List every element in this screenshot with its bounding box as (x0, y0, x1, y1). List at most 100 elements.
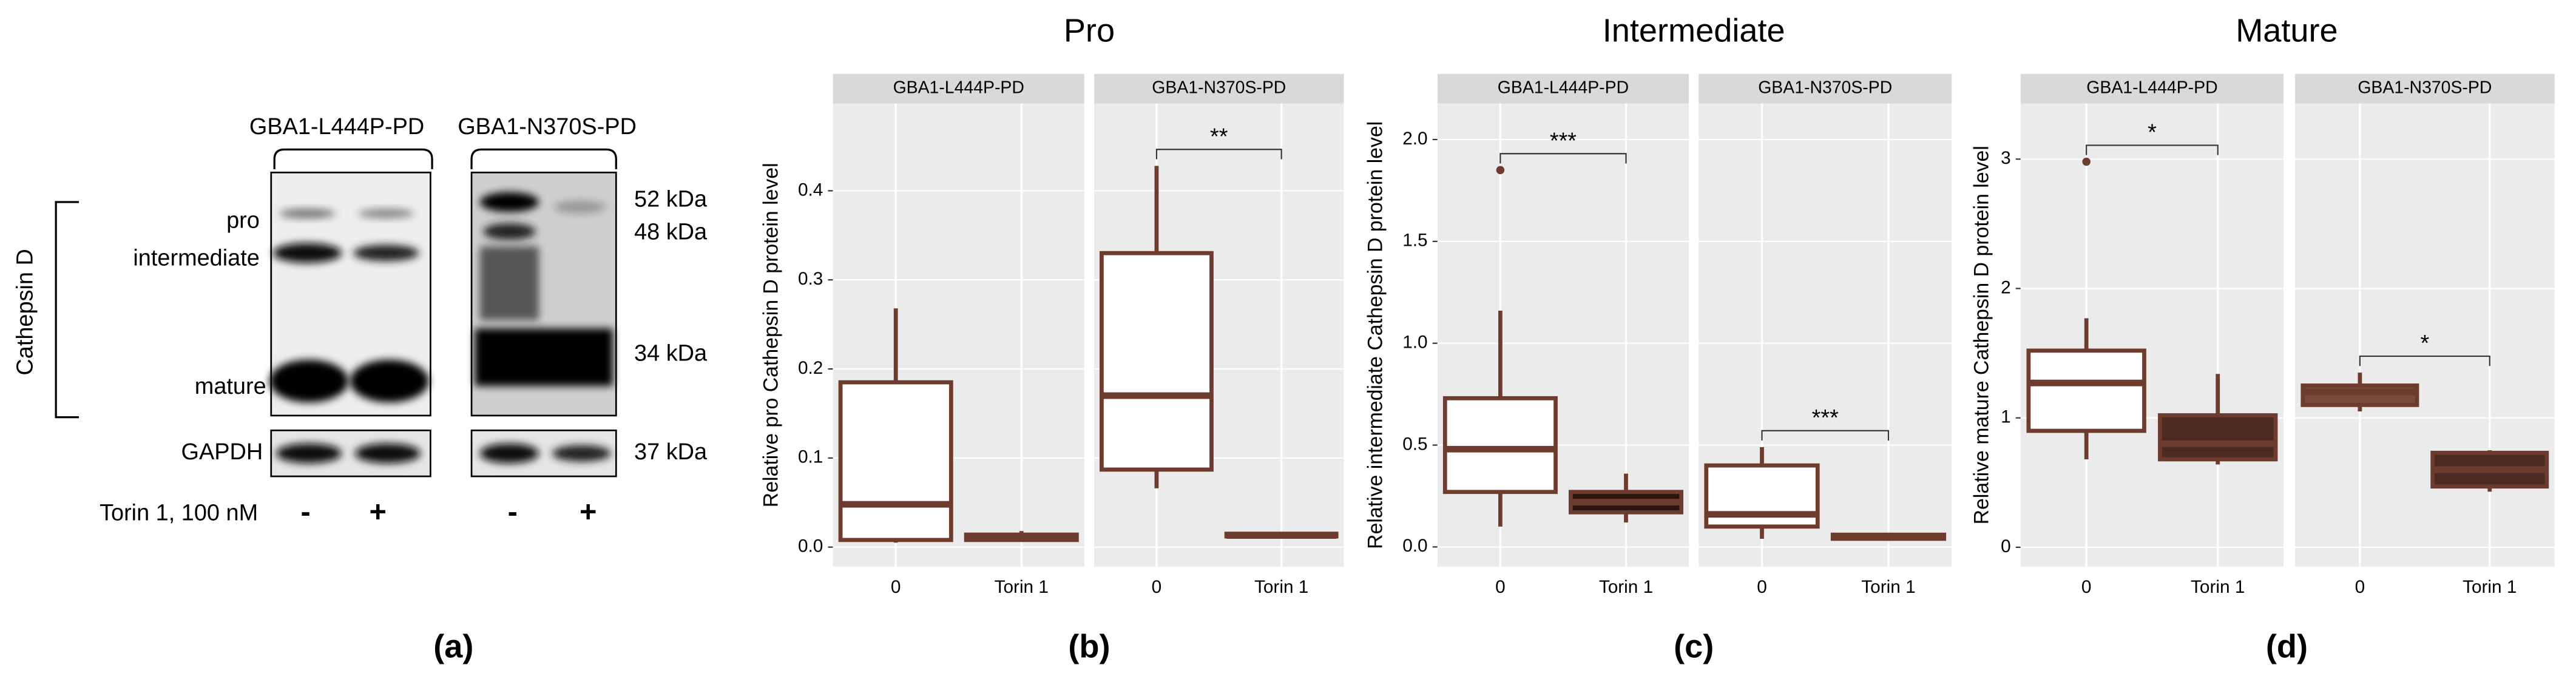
x-tick-label: Torin 1 (1599, 577, 1653, 597)
band-label: mature (195, 374, 266, 399)
y-tick-label: 0.0 (1402, 536, 1427, 556)
significance-bracket (1155, 149, 1282, 160)
lane-label: - (508, 496, 518, 528)
outlier (2082, 157, 2091, 166)
y-tick-label: 0 (2001, 536, 2011, 556)
y-tick-label: 0.1 (798, 447, 823, 467)
bracket (55, 201, 79, 419)
band (552, 445, 612, 462)
group-label: GBA1-L444P-PD (249, 114, 424, 140)
x-tick-label: Torin 1 (2191, 577, 2245, 597)
band-label: intermediate (133, 246, 259, 271)
strip (1094, 73, 1344, 104)
band (479, 246, 539, 320)
strip (833, 73, 1084, 104)
band (272, 243, 342, 263)
facet-label: GBA1-L444P-PD (1498, 78, 1629, 98)
panel-label: (d) (2266, 629, 2308, 665)
y-tick-label: 0.3 (798, 269, 823, 289)
bracket (273, 148, 617, 169)
box (2026, 348, 2146, 433)
facet-label: GBA1-N370S-PD (2358, 78, 2492, 98)
significance-bracket (1499, 153, 1627, 164)
chart-title: Intermediate (1603, 12, 1785, 49)
protein-label: Cathepsin D (12, 249, 38, 375)
size-label: 52 kDa (634, 186, 708, 212)
strip (2294, 73, 2555, 104)
significance-label: * (2148, 120, 2157, 146)
facet-label: GBA1-L444P-PD (2086, 78, 2217, 98)
x-tick-label: 0 (2355, 577, 2365, 597)
panel-background (2294, 103, 2555, 567)
box (1442, 396, 1558, 495)
size-label: 34 kDa (634, 341, 708, 366)
x-tick-label: 0 (1495, 577, 1506, 597)
band (279, 208, 336, 219)
x-tick-label: 0 (2081, 577, 2092, 597)
x-tick-label: 0 (1757, 577, 1767, 597)
facet-label: GBA1-N370S-PD (1152, 78, 1286, 98)
panel-background (2020, 103, 2284, 567)
band (354, 443, 421, 464)
band (479, 192, 539, 212)
panel-label: (b) (1068, 629, 1110, 665)
lane-label: - (301, 496, 311, 528)
significance-label: ** (1210, 124, 1228, 149)
x-tick-label: 0 (891, 577, 901, 597)
x-tick-label: Torin 1 (2463, 577, 2517, 597)
band (276, 443, 342, 464)
band (479, 443, 539, 464)
chart-title: Mature (2236, 12, 2338, 49)
outlier (1496, 166, 1505, 175)
y-tick-label: 0.4 (798, 180, 823, 200)
strip (1699, 73, 1952, 104)
significance-bracket (1761, 430, 1890, 441)
size-label: 48 kDa (634, 219, 708, 245)
y-tick-label: 3 (2001, 148, 2011, 168)
band (353, 245, 419, 262)
box (1100, 251, 1214, 472)
control-label: GAPDH (181, 439, 263, 465)
x-tick-label: Torin 1 (995, 577, 1049, 597)
significance-label: * (2420, 331, 2429, 356)
panel-label: (c) (1674, 629, 1714, 665)
box (2158, 413, 2278, 462)
y-tick-label: 0.5 (1402, 434, 1427, 454)
y-tick-label: 0.0 (798, 536, 823, 556)
x-tick-label: Torin 1 (1861, 577, 1915, 597)
chart-title: Pro (1064, 12, 1115, 49)
western-blot: GBA1-L444P-PD GBA1-N370S-PD pro intermed… (12, 114, 708, 528)
y-axis-label: Relative pro Cathepsin D protein level (759, 163, 782, 507)
group-label: GBA1-N370S-PD (458, 114, 637, 140)
y-tick-label: 1 (2001, 407, 2011, 427)
panel-label: (a) (433, 629, 473, 665)
band (483, 223, 536, 240)
size-label: 37 kDa (634, 439, 708, 465)
y-tick-label: 0.2 (798, 358, 823, 378)
significance-bracket (2086, 144, 2219, 155)
treatment-label: Torin 1, 100 nM (100, 500, 258, 525)
y-tick-label: 1.0 (1402, 333, 1427, 353)
lane-label: + (580, 496, 597, 528)
box (838, 380, 953, 542)
y-tick-label: 2 (2001, 277, 2011, 297)
y-axis-label: Relative mature Cathepsin D protein leve… (1970, 146, 1993, 524)
facet-label: GBA1-L444P-PD (893, 78, 1024, 98)
band (350, 359, 429, 403)
strip (2020, 73, 2284, 104)
y-tick-label: 2.0 (1402, 129, 1427, 149)
band (358, 208, 414, 219)
band (475, 328, 613, 387)
facet-label: GBA1-N370S-PD (1758, 78, 1892, 98)
significance-label: *** (1812, 405, 1839, 431)
y-axis-label: Relative intermediate Cathepsin D protei… (1364, 121, 1387, 549)
band (269, 359, 349, 403)
x-tick-label: Torin 1 (1254, 577, 1308, 597)
lane-label: + (370, 496, 387, 528)
y-tick-label: 1.5 (1402, 231, 1427, 251)
band-label: pro (226, 208, 260, 233)
significance-label: *** (1550, 128, 1577, 154)
x-tick-label: 0 (1152, 577, 1162, 597)
significance-bracket (2359, 355, 2490, 366)
